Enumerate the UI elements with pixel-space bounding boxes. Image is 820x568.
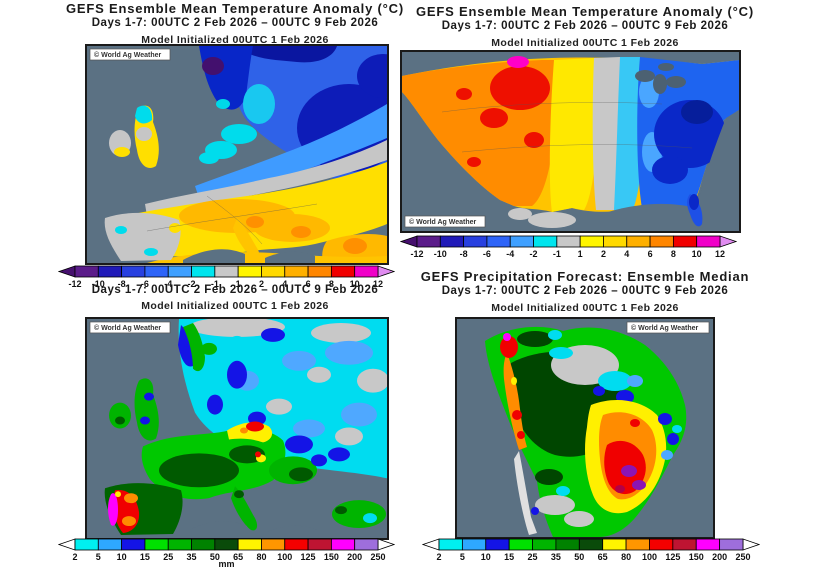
svg-text:5: 5 (96, 552, 101, 562)
world-ag-weather-watermark: © World Ag Weather (626, 321, 710, 334)
svg-text:250: 250 (370, 552, 385, 562)
europe-temp-colorbar: -12 -10 -8 -6 -4 -2 -1 1 2 4 6 8 10 12 (58, 265, 395, 289)
svg-text:-2: -2 (188, 279, 196, 289)
svg-text:-4: -4 (506, 249, 514, 259)
svg-text:200: 200 (347, 552, 362, 562)
svg-text:50: 50 (210, 552, 220, 562)
world-ag-weather-watermark: © World Ag Weather (89, 321, 171, 334)
europe-precip-map: © World Ag Weather (85, 317, 389, 540)
svg-text:© World Ag Weather: © World Ag Weather (631, 324, 699, 332)
svg-text:15: 15 (504, 552, 514, 562)
svg-text:-10: -10 (434, 249, 447, 259)
south-america-precip-map-image: © World Ag Weather (457, 319, 713, 537)
svg-text:35: 35 (551, 552, 561, 562)
us-temp-title: GEFS Ensemble Mean Temperature Anomaly (… (416, 4, 754, 19)
svg-text:8: 8 (329, 279, 334, 289)
svg-text:25: 25 (528, 552, 538, 562)
svg-text:250: 250 (735, 552, 750, 562)
svg-text:35: 35 (187, 552, 197, 562)
svg-text:10: 10 (117, 552, 127, 562)
svg-text:-1: -1 (211, 279, 219, 289)
svg-text:65: 65 (233, 552, 243, 562)
us-temp-map: © World Ag Weather (400, 50, 741, 233)
svg-text:100: 100 (277, 552, 292, 562)
svg-text:150: 150 (324, 552, 339, 562)
svg-text:50: 50 (574, 552, 584, 562)
svg-text:1: 1 (236, 279, 241, 289)
us-temp-map-image: © World Ag Weather (402, 52, 739, 231)
svg-text:125: 125 (665, 552, 680, 562)
europe-precip-period: Days 1-7: 00UTC 2 Feb 2026 – 00UTC 9 Feb… (91, 284, 379, 296)
svg-text:2: 2 (436, 552, 441, 562)
svg-text:25: 25 (163, 552, 173, 562)
europe-temp-init: Model Initialized 00UTC 1 Feb 2026 (141, 34, 329, 46)
svg-text:-2: -2 (530, 249, 538, 259)
svg-text:-4: -4 (164, 279, 172, 289)
svg-text:-12: -12 (68, 279, 81, 289)
temp-anomaly-regions-us (402, 52, 739, 231)
svg-text:8: 8 (671, 249, 676, 259)
europe-temp-period: Days 1-7: 00UTC 2 Feb 2026 – 00UTC 9 Feb… (91, 17, 379, 29)
europe-precip-map-image: © World Ag Weather (87, 319, 387, 538)
us-temp-period: Days 1-7: 00UTC 2 Feb 2026 – 00UTC 9 Feb… (441, 20, 729, 32)
svg-text:6: 6 (306, 279, 311, 289)
svg-text:-12: -12 (410, 249, 423, 259)
svg-text:65: 65 (598, 552, 608, 562)
precip-regions-europe (87, 319, 387, 538)
europe-temp-map: © World Ag Weather (85, 44, 389, 265)
sa-precip-init: Model Initialized 00UTC 1 Feb 2026 (491, 302, 679, 314)
us-temp-colorbar: -12 -10 -8 -6 -4 -2 -1 1 2 4 6 8 10 12 (400, 235, 737, 259)
sa-precip-period: Days 1-7: 00UTC 2 Feb 2026 – 00UTC 9 Feb… (441, 285, 729, 297)
svg-text:10: 10 (692, 249, 702, 259)
europe-temp-title: GEFS Ensemble Mean Temperature Anomaly (… (66, 1, 404, 16)
svg-text:10: 10 (481, 552, 491, 562)
south-america-precip-map: © World Ag Weather (455, 317, 715, 539)
svg-text:200: 200 (712, 552, 727, 562)
svg-text:150: 150 (689, 552, 704, 562)
svg-text:2: 2 (72, 552, 77, 562)
svg-text:-8: -8 (460, 249, 468, 259)
svg-text:-1: -1 (553, 249, 561, 259)
svg-text:© World Ag Weather: © World Ag Weather (409, 218, 477, 226)
svg-text:5: 5 (460, 552, 465, 562)
svg-text:2: 2 (601, 249, 606, 259)
svg-text:-8: -8 (118, 279, 126, 289)
europe-temp-map-image: © World Ag Weather (87, 46, 387, 263)
svg-text:100: 100 (642, 552, 657, 562)
svg-text:-10: -10 (92, 279, 105, 289)
us-temp-init: Model Initialized 00UTC 1 Feb 2026 (491, 37, 679, 49)
svg-text:2: 2 (259, 279, 264, 289)
svg-text:© World Ag Weather: © World Ag Weather (94, 324, 161, 332)
world-ag-weather-watermark: © World Ag Weather (404, 215, 486, 228)
svg-text:-6: -6 (483, 249, 491, 259)
svg-text:15: 15 (140, 552, 150, 562)
svg-text:4: 4 (282, 279, 287, 289)
svg-text:125: 125 (301, 552, 316, 562)
svg-text:-6: -6 (141, 279, 149, 289)
svg-text:12: 12 (373, 279, 383, 289)
europe-precip-init: Model Initialized 00UTC 1 Feb 2026 (141, 300, 329, 312)
world-ag-weather-watermark: © World Ag Weather (89, 48, 171, 61)
svg-text:10: 10 (350, 279, 360, 289)
svg-text:12: 12 (715, 249, 725, 259)
precip-regions-south-america (457, 319, 713, 537)
svg-text:mm: mm (218, 559, 234, 568)
svg-text:1: 1 (578, 249, 583, 259)
svg-text:80: 80 (256, 552, 266, 562)
temp-anomaly-regions-europe (87, 46, 387, 263)
svg-text:© World Ag Weather: © World Ag Weather (94, 51, 162, 59)
sa-precip-title: GEFS Precipitation Forecast: Ensemble Me… (420, 269, 750, 284)
svg-text:80: 80 (621, 552, 631, 562)
svg-text:4: 4 (624, 249, 629, 259)
svg-text:6: 6 (648, 249, 653, 259)
